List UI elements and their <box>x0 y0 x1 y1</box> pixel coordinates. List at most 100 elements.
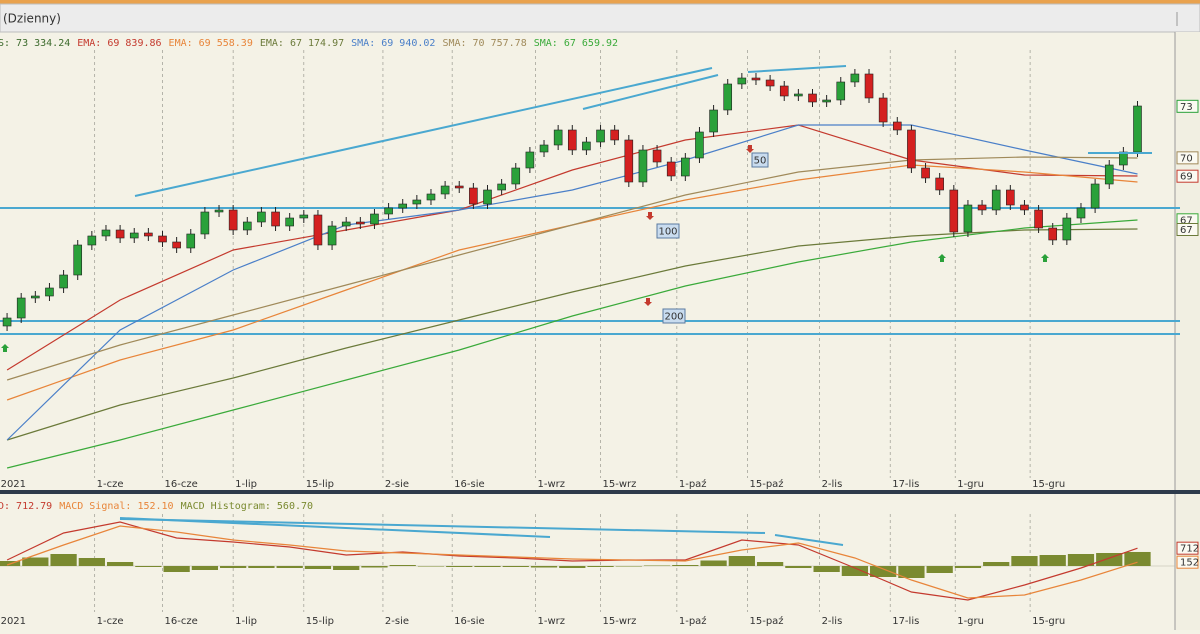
histogram-bar <box>870 566 897 577</box>
histogram-bar <box>813 566 840 572</box>
last-value-box <box>1176 99 1199 113</box>
candle-body <box>271 211 280 227</box>
candle-body <box>921 167 930 179</box>
x-tick-label: 2-sie <box>385 616 409 627</box>
x-tick-label: 15-lip <box>306 616 334 627</box>
histogram-bar <box>898 566 925 578</box>
histogram-bar <box>248 566 275 568</box>
x-tick-label: 15-wrz <box>603 616 637 627</box>
x-tick-label: 1-cze <box>97 479 124 490</box>
pane-separator[interactable] <box>0 490 1200 494</box>
legend-entry: MACD Histogram: 560.70 <box>181 501 313 512</box>
x-tick-label: 1-gru <box>957 479 984 490</box>
legend-entry: SMA: 69 940.02 <box>351 38 435 49</box>
candle-body <box>681 157 690 177</box>
histogram-bar <box>276 566 303 568</box>
x-tick-label: 16-cze <box>165 479 198 490</box>
candle-body <box>172 241 181 249</box>
x-tick-label: 2-sie <box>385 479 409 490</box>
candle-body <box>384 207 393 215</box>
candle-body <box>356 221 365 225</box>
x-tick-label: 1-wrz <box>538 616 566 627</box>
histogram-bar <box>926 566 953 573</box>
trendline[interactable] <box>774 534 844 546</box>
last-value-label: 67 <box>1180 225 1193 236</box>
candle-body <box>709 109 718 133</box>
x-tick-label: 1-paź <box>679 615 707 627</box>
candle-body <box>214 209 224 213</box>
histogram-bar <box>191 566 219 570</box>
candle-body <box>765 79 775 87</box>
last-value-box <box>1176 541 1199 555</box>
ma-label: 100 <box>658 227 677 238</box>
candle-body <box>610 129 619 141</box>
candle-body <box>412 199 422 205</box>
candle-body <box>285 217 294 227</box>
legend-entry: D: 712.79 <box>0 501 52 512</box>
x-tick-label: 15-lip <box>306 479 334 490</box>
candle-body <box>991 189 1001 211</box>
indicator-line <box>6 156 1138 381</box>
histogram-bar <box>135 566 162 567</box>
candle-body <box>483 189 492 205</box>
histogram-bar <box>1039 555 1066 566</box>
ma-label-box <box>662 308 686 324</box>
x-tick-label: 1-wrz <box>538 479 566 490</box>
candle-body <box>242 221 252 231</box>
histogram-bar <box>333 566 360 570</box>
x-tick-label: 1-cze <box>97 616 124 627</box>
buy-arrow <box>1 344 9 352</box>
indicator-line <box>6 228 1138 441</box>
x-tick-label: 17-lis <box>892 616 919 627</box>
candle-body <box>228 209 238 231</box>
candle-body <box>567 129 577 151</box>
sell-arrow <box>644 298 652 306</box>
histogram-bar <box>474 566 501 567</box>
x-tick-label: 1-lip <box>235 616 257 627</box>
histogram-bar <box>841 566 869 576</box>
candle-body <box>864 73 874 99</box>
candle-body <box>1090 183 1100 209</box>
window-title: (Dzienny) <box>3 12 61 26</box>
histogram-bar <box>1124 551 1151 566</box>
x-tick-label: 17-lis <box>892 479 919 490</box>
candle-body <box>892 121 902 131</box>
histogram-bar <box>643 565 671 566</box>
last-value-label: 69 <box>1180 172 1193 183</box>
ma-label: 200 <box>664 312 683 323</box>
histogram-bar <box>700 560 727 566</box>
candle-body <box>963 204 973 233</box>
trendline[interactable] <box>747 65 847 73</box>
candle-body <box>186 233 196 249</box>
right-axis-area <box>1175 32 1200 630</box>
histogram-bar <box>587 566 614 567</box>
indicator-line <box>6 219 1138 469</box>
candle-body <box>45 287 54 297</box>
x-tick-label: 16-cze <box>165 616 198 627</box>
legend-entry: SMA: 70 757.78 <box>442 38 526 49</box>
indicator-line <box>6 124 1138 371</box>
window-top-border <box>0 0 1200 4</box>
last-value-box <box>1176 555 1199 569</box>
x-tick-label: 15-gru <box>1032 479 1065 490</box>
histogram-bar <box>417 566 445 567</box>
trendline[interactable] <box>119 518 766 534</box>
histogram-bar <box>530 566 558 568</box>
last-value-box <box>1176 169 1199 183</box>
trendline[interactable] <box>582 74 719 110</box>
candle-body <box>1034 209 1043 229</box>
candle-body <box>87 235 97 246</box>
candle-body <box>949 189 959 233</box>
candle-body <box>1048 227 1058 241</box>
histogram-bar <box>502 566 529 567</box>
legend-entry: SMA: 67 659.92 <box>534 38 618 49</box>
histogram-bar <box>361 566 388 568</box>
histogram-bar <box>78 558 105 566</box>
last-value-label: 73 <box>1180 102 1193 113</box>
candle-body <box>1020 204 1029 211</box>
legend-entry: EMA: 69 839.86 <box>77 38 161 49</box>
trendline[interactable] <box>134 67 713 197</box>
buy-arrow <box>1041 254 1049 262</box>
